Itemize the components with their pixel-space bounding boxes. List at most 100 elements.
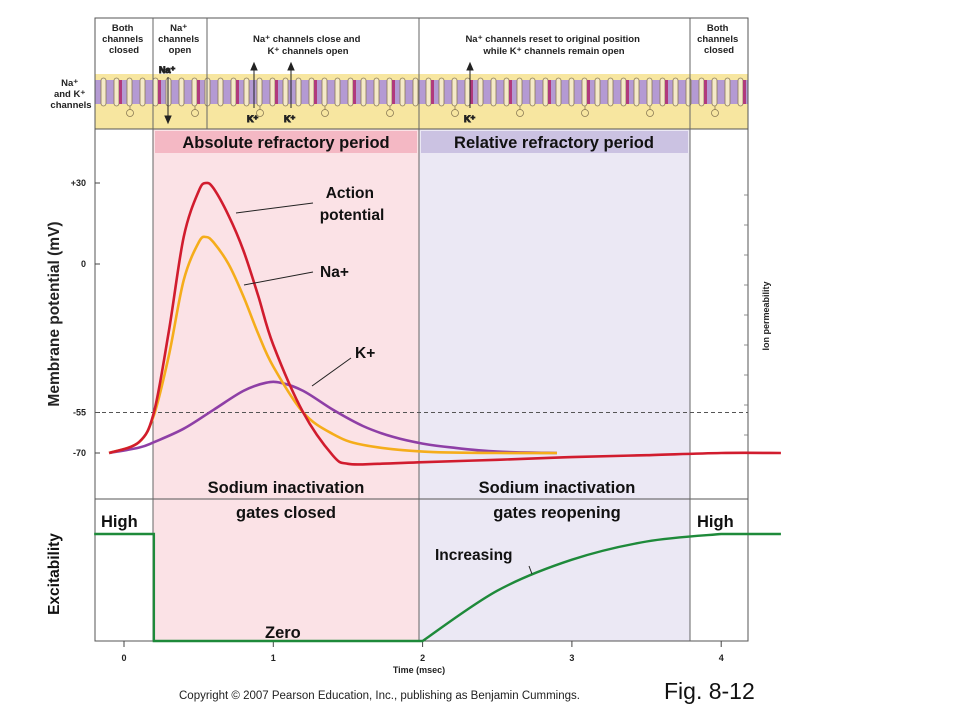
channel-label: Na⁺ and K⁺ channels — [50, 78, 91, 111]
gate-texts: Sodium inactivation gates closed Sodium … — [208, 479, 636, 522]
channel-pore — [626, 80, 629, 104]
k-efflux-arrowhead-3 — [466, 61, 474, 71]
channel-pore — [704, 80, 707, 104]
channel-pore — [236, 80, 239, 104]
channel-protein — [113, 77, 122, 107]
y-tick-label: -70 — [73, 448, 86, 458]
k-flow-label-1: K⁺ — [247, 114, 258, 124]
channel-subunit — [737, 77, 744, 107]
channel-protein — [607, 77, 614, 107]
channel-protein — [555, 77, 562, 107]
action-potential-leader — [235, 202, 314, 214]
increasing-label: Increasing — [435, 547, 513, 564]
phase-4-line-2: while K⁺ channels remain open — [482, 46, 624, 57]
channel-subunit — [503, 77, 510, 107]
gates-closed-line-1: Sodium inactivation — [208, 479, 365, 497]
phase-2-line-3: open — [169, 45, 192, 56]
excitability-panel: Excitability High High Zero Increasing — [46, 513, 781, 643]
channel-protein — [529, 77, 536, 107]
na-flow-label: Na⁺ — [159, 65, 176, 75]
channel-protein — [191, 77, 200, 117]
inactivation-gate — [386, 109, 394, 117]
gates-reopening-line-2: gates reopening — [493, 504, 620, 522]
channel-protein — [139, 77, 146, 107]
relative-title-box — [421, 131, 688, 153]
channel-label-line-3: channels — [50, 100, 91, 111]
excitability-axis-label: Excitability — [46, 533, 63, 615]
absolute-title-box — [155, 131, 417, 153]
inactivation-gate — [581, 109, 589, 117]
phase-5-line-3: closed — [704, 45, 734, 56]
gates-reopening-line-1: Sodium inactivation — [479, 479, 636, 497]
x-ticks: 0 1 2 3 4 — [121, 641, 724, 663]
channel-subunit — [672, 77, 679, 107]
channel-subunit — [568, 77, 575, 107]
channel-subunit — [230, 77, 237, 107]
channel-subunit — [243, 77, 250, 107]
y-tick-label: 0 — [81, 259, 86, 269]
k-flow-label-2: K⁺ — [284, 114, 295, 124]
channel-protein — [516, 77, 524, 117]
channel-protein — [295, 77, 302, 107]
ion-flow-arrows: Na⁺ K⁺ K⁺ K⁺ — [159, 61, 476, 125]
channel-protein — [490, 77, 497, 107]
absolute-refractory-title: Absolute refractory period — [182, 134, 389, 152]
channel-protein — [477, 77, 484, 107]
channel-subunit — [542, 77, 549, 107]
increasing-leader — [528, 565, 533, 575]
phase-3-line-1: Na⁺ channels close and — [253, 34, 361, 45]
inactivation-gate — [711, 109, 719, 117]
channel-subunit — [113, 77, 120, 107]
channel-protein — [100, 77, 107, 107]
channel-subunit — [217, 77, 224, 107]
zero-label: Zero — [265, 624, 301, 642]
right-axis-label: Ion permeability — [761, 281, 771, 350]
k-callout: K+ — [355, 345, 375, 362]
channel-protein — [451, 77, 459, 117]
channel-protein — [633, 77, 640, 107]
channel-protein — [737, 77, 746, 107]
phase-4-line-1: Na⁺ channels reset to original position — [465, 34, 640, 45]
x-tick-label: 2 — [420, 653, 425, 663]
k-leader — [311, 357, 352, 387]
channel-pore — [665, 80, 668, 104]
channel-label-text: Na⁺ and K⁺ channels — [50, 78, 91, 111]
channel-protein — [594, 77, 601, 107]
right-axis-ticks — [744, 194, 748, 436]
action-potential-callout-line-1: Action — [326, 185, 374, 202]
figure-label: Fig. 8-12 — [664, 678, 755, 704]
channel-protein — [269, 77, 278, 107]
membrane-band — [95, 74, 748, 129]
inactivation-gate — [516, 109, 524, 117]
k-efflux-arrowhead-2 — [287, 61, 295, 71]
channel-subunit — [360, 77, 367, 107]
phase-5-line-2: channels — [697, 34, 738, 45]
channel-subunit — [347, 77, 354, 107]
channel-subunit — [490, 77, 497, 107]
channel-protein — [698, 77, 707, 107]
channel-subunit — [334, 77, 341, 107]
channel-subunit — [139, 77, 146, 107]
channel-subunit — [477, 77, 484, 107]
channel-subunit — [438, 77, 445, 107]
channel-protein — [542, 77, 551, 107]
channel-subunit — [698, 77, 705, 107]
channel-pore — [548, 80, 551, 104]
inactivation-gate — [646, 109, 654, 117]
na-callout: Na+ — [320, 264, 349, 281]
channel-subunit — [399, 77, 406, 107]
channel-subunit — [373, 77, 380, 107]
x-tick-label: 1 — [271, 653, 276, 663]
x-axis-label: Time (msec) — [393, 665, 445, 675]
x-tick-label: 4 — [719, 653, 724, 663]
y-tick-label: +30 — [71, 178, 86, 188]
channel-protein — [464, 77, 473, 107]
channel-pore — [314, 80, 317, 104]
phase-1-line-2: channels — [102, 34, 143, 45]
action-potential-callout-line-2: potential — [320, 207, 385, 224]
relative-refractory-title: Relative refractory period — [454, 134, 654, 152]
phase-headers: Both channels closed Na⁺ channels open N… — [102, 23, 738, 57]
channel-protein — [412, 77, 419, 107]
channel-pore — [275, 80, 278, 104]
channel-subunit — [646, 77, 653, 107]
